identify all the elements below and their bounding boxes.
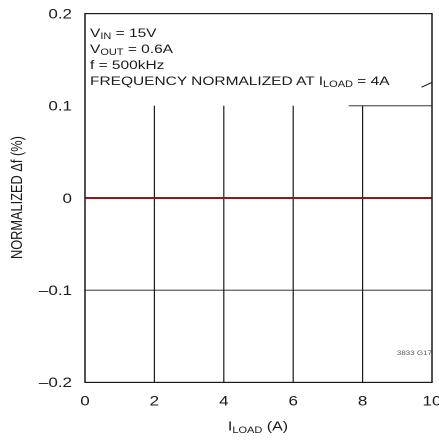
x-tick-label-4: 8	[358, 394, 367, 409]
y-tick-labels: 0.2 0.1 0 –0.1 –0.2	[39, 7, 72, 391]
x-tick-label-1: 2	[150, 394, 159, 409]
x-tick-label-5: 10	[423, 394, 439, 409]
annotation-line-0: VIN = 15V	[90, 25, 157, 42]
y-axis-label: NORMALIZED Δf (%)	[9, 136, 27, 259]
y-tick-label-1: 0.1	[48, 99, 72, 114]
plot-frame	[84, 13, 433, 383]
annotation-line-3: FREQUENCY NORMALIZED AT ILOAD = 4A	[90, 73, 390, 90]
x-tick-label-0: 0	[80, 394, 89, 409]
grid-lines	[85, 105, 432, 383]
x-tick-labels: 0 2 4 6 8 10	[80, 394, 439, 409]
x-axis-label-main: I	[228, 420, 232, 434]
y-tick-label-4: –0.2	[39, 376, 72, 391]
x-axis-label: ILOAD (A)	[228, 420, 288, 436]
y-tick-label-2: 0	[63, 191, 72, 206]
x-tick-label-3: 6	[288, 394, 297, 409]
annotation-leader	[421, 81, 433, 88]
x-axis-label-sub: LOAD	[232, 426, 262, 436]
annotation-line-1: VOUT = 0.6A	[90, 41, 174, 58]
y-tick-label-3: –0.1	[39, 284, 72, 299]
x-tick-label-2: 4	[219, 394, 229, 409]
x-axis-label-unit: (A)	[262, 420, 288, 434]
annotation-line-2: f = 500kHz	[90, 57, 164, 71]
y-tick-label-0: 0.2	[48, 7, 72, 22]
figure-code: 3833 G17	[397, 349, 432, 357]
